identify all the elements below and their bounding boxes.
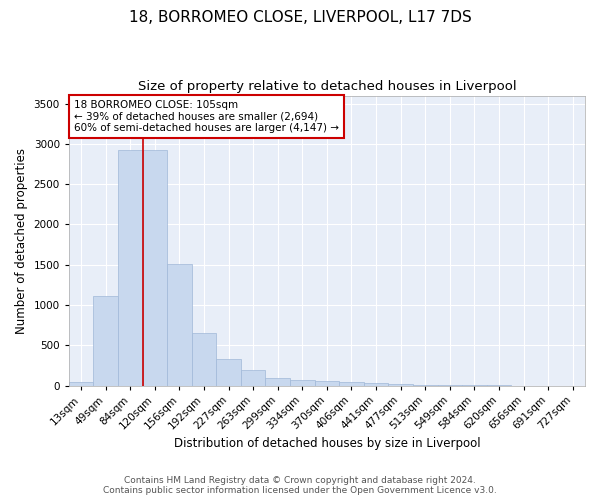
Text: 18, BORROMEO CLOSE, LIVERPOOL, L17 7DS: 18, BORROMEO CLOSE, LIVERPOOL, L17 7DS bbox=[128, 10, 472, 25]
Bar bbox=[143, 150, 167, 386]
Bar bbox=[217, 359, 241, 386]
X-axis label: Distribution of detached houses by size in Liverpool: Distribution of detached houses by size … bbox=[173, 437, 480, 450]
Bar bbox=[167, 264, 192, 386]
Bar bbox=[314, 381, 339, 386]
Bar bbox=[241, 370, 265, 386]
Bar bbox=[265, 378, 290, 386]
Text: Contains HM Land Registry data © Crown copyright and database right 2024.
Contai: Contains HM Land Registry data © Crown c… bbox=[103, 476, 497, 495]
Bar bbox=[118, 150, 143, 386]
Title: Size of property relative to detached houses in Liverpool: Size of property relative to detached ho… bbox=[137, 80, 516, 93]
Text: 18 BORROMEO CLOSE: 105sqm
← 39% of detached houses are smaller (2,694)
60% of se: 18 BORROMEO CLOSE: 105sqm ← 39% of detac… bbox=[74, 100, 339, 133]
Bar bbox=[339, 382, 364, 386]
Bar bbox=[94, 296, 118, 386]
Bar bbox=[69, 382, 94, 386]
Bar bbox=[364, 383, 388, 386]
Y-axis label: Number of detached properties: Number of detached properties bbox=[15, 148, 28, 334]
Bar bbox=[388, 384, 413, 386]
Bar bbox=[192, 333, 217, 386]
Bar bbox=[290, 380, 314, 386]
